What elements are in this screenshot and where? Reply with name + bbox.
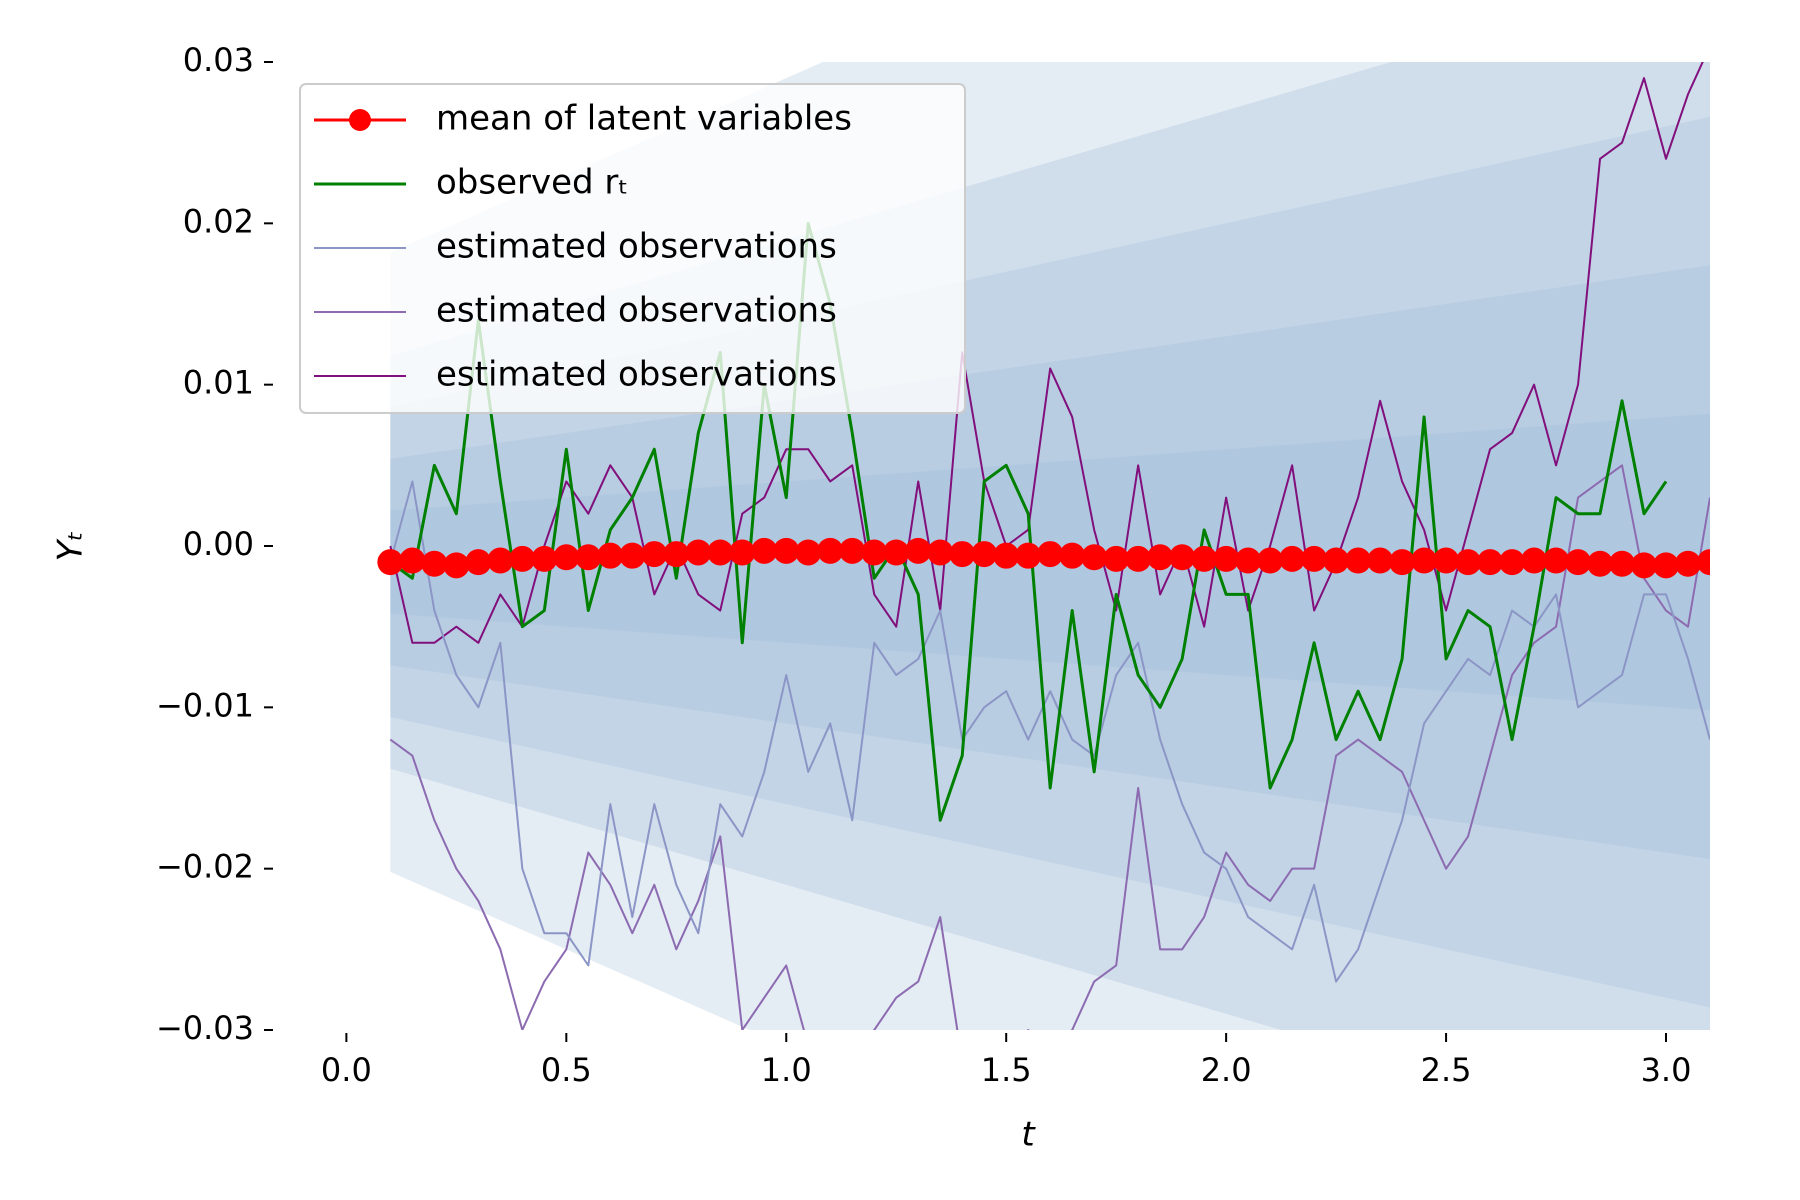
series-marker [1697,549,1710,576]
series-marker [1477,549,1504,576]
series-marker [1389,549,1416,576]
y-tick-label: −0.01 [156,686,254,724]
series-marker [377,549,404,576]
legend-label: estimated observations [436,355,837,395]
series-marker [685,539,712,566]
legend-label: estimated observations [436,227,837,267]
series-marker [773,537,800,564]
x-tick-label: 1.5 [981,1051,1032,1089]
series-marker [1631,552,1658,579]
legend-label: estimated observations [436,291,837,331]
series-line [389,62,1704,644]
series-line [389,480,1710,983]
y-tick-label: −0.03 [156,1009,254,1047]
series-marker [927,539,954,566]
legend-box [299,83,966,414]
series-marker [509,545,536,572]
legend: mean of latent variables observed rₜ estim… [299,83,966,414]
x-tick-label: 0.5 [541,1051,592,1089]
series-marker [1081,544,1108,571]
series-marker [1653,552,1680,579]
series-marker [1301,545,1328,572]
series-marker [993,542,1020,569]
y-tick-label: 0.01 [183,364,254,402]
series-marker [1037,541,1064,568]
series-marker [1499,549,1526,576]
series-marker [399,547,426,574]
series-marker [1345,547,1372,574]
x-tick-label: 0.0 [321,1051,372,1089]
series-marker [1367,547,1394,574]
series-marker [707,539,734,566]
series-marker [1521,547,1548,574]
series-marker [839,537,866,564]
series-marker [1125,545,1152,572]
series-marker [949,541,976,568]
series-marker [421,550,448,577]
x-tick-label: 1.0 [761,1051,812,1089]
legend-marker [349,109,371,131]
series-marker [883,539,910,566]
series-marker [729,539,756,566]
series-marker [1587,550,1614,577]
series-marker [1279,545,1306,572]
legend-label: mean of latent variables [436,99,852,139]
series-marker [1235,547,1262,574]
series-marker [443,552,470,579]
series-marker [641,541,668,568]
series-marker [663,541,690,568]
series-marker [531,545,558,572]
series-line [389,464,1710,1030]
x-tick-label: 2.0 [1201,1051,1252,1089]
series-marker [1455,549,1482,576]
series-marker [861,539,888,566]
series-marker [1411,547,1438,574]
series-marker [487,547,514,574]
series-marker [465,549,492,576]
series-marker [1213,545,1240,572]
series-marker [1565,549,1592,576]
legend-label: observed rₜ [436,163,628,203]
y-axis-label: Yₜ [51,531,91,562]
series-marker [1609,550,1636,577]
y-tick-label: 0.02 [183,202,254,240]
series-marker [1059,542,1086,569]
series-marker [1169,544,1196,571]
series-marker [971,541,998,568]
axes: −0.03 −0.02 −0.01 0.00 0.01 0.02 0.03 0.0 0.5 1.0… [156,41,1692,1089]
series-marker [905,537,932,564]
series-marker [619,542,646,569]
series-marker [795,539,822,566]
series-marker [1543,547,1570,574]
line-group [377,62,1710,1030]
x-tick-label: 2.5 [1421,1051,1472,1089]
series-marker [1433,547,1460,574]
x-axis-label: t [1021,1115,1036,1155]
series-marker [553,544,580,571]
series-marker [751,537,778,564]
y-tick-label: −0.02 [156,848,254,886]
series-marker [575,544,602,571]
y-tick-label: 0.03 [183,41,254,79]
series-marker [1147,544,1174,571]
series-marker [817,537,844,564]
series-marker [1675,550,1702,577]
series-marker [597,542,624,569]
y-tick-label: 0.00 [183,525,254,563]
series-marker [1103,545,1130,572]
x-tick-label: 3.0 [1641,1051,1692,1089]
series-marker [1015,542,1042,569]
series-marker [1191,545,1218,572]
series-marker [1257,547,1284,574]
series-marker [1323,547,1350,574]
